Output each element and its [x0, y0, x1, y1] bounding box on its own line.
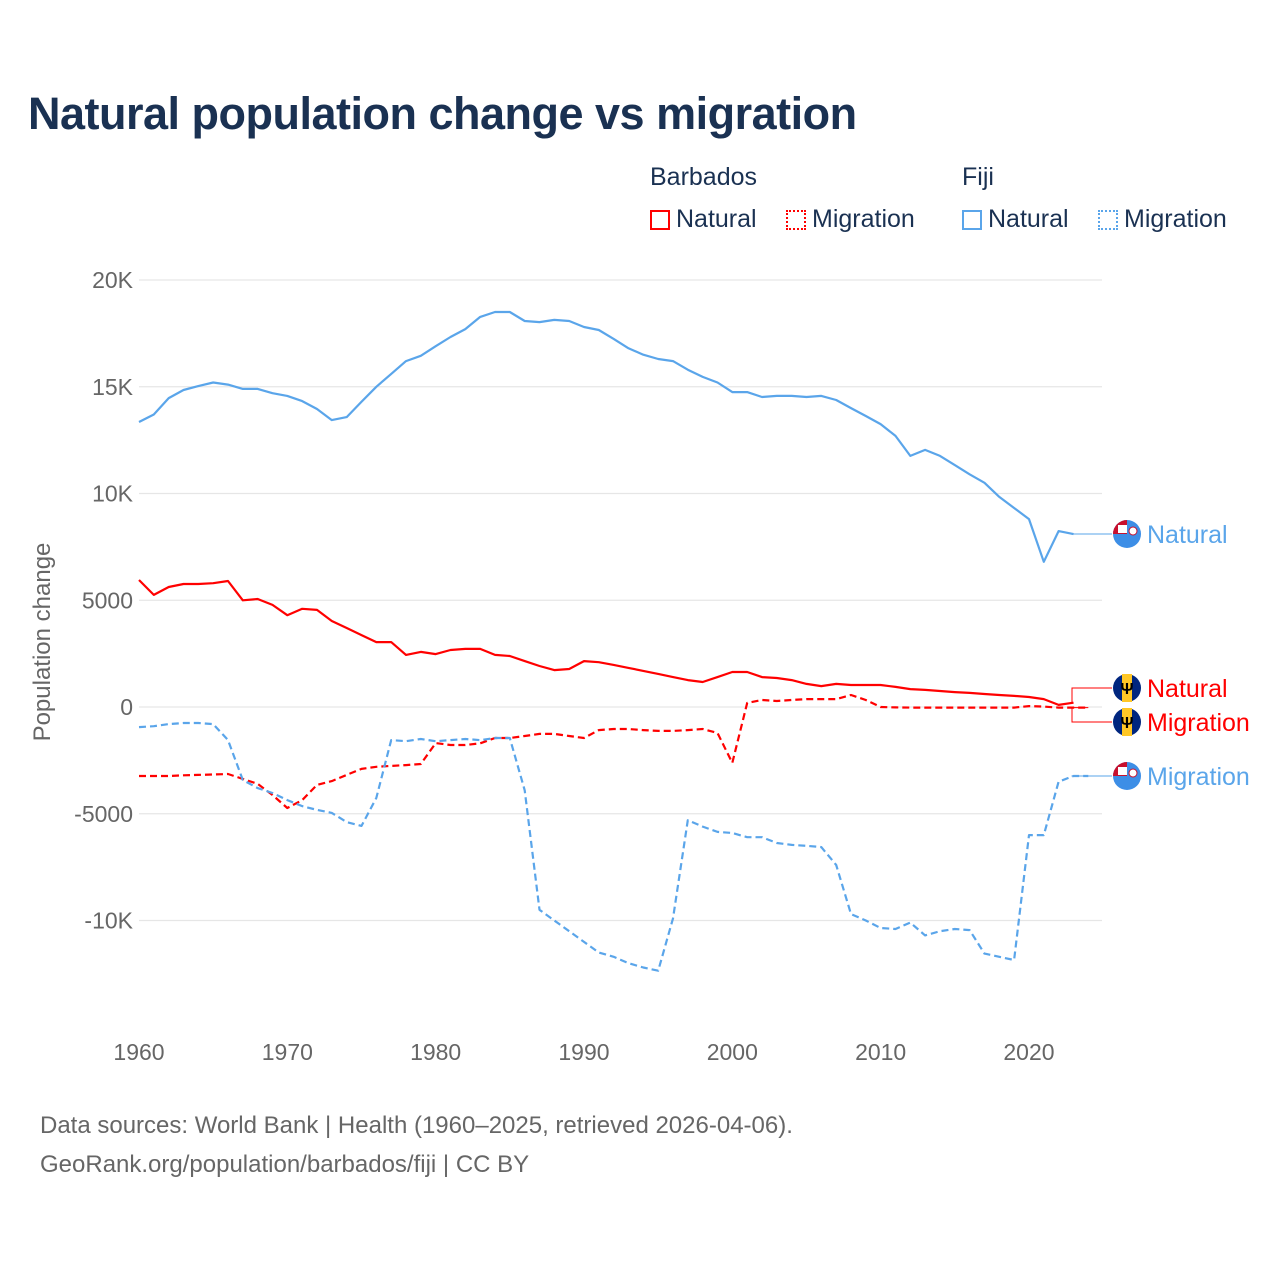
flag-cross — [1118, 525, 1127, 533]
x-tick-label: 1970 — [262, 1039, 313, 1065]
x-tick-label: 1960 — [113, 1039, 164, 1065]
y-tick-label: 10K — [92, 481, 134, 507]
chart-title: Natural population change vs migration — [28, 88, 857, 139]
flag-canton — [1113, 762, 1127, 776]
legend-label: Migration — [1124, 205, 1227, 233]
legend-item-barbados-natural[interactable]: Natural — [650, 205, 757, 234]
flag-background — [1113, 674, 1141, 702]
y-tick-label: 15K — [92, 374, 134, 400]
end-label: Migration — [1147, 763, 1250, 791]
series-line-fiji-natural — [138, 310, 1074, 563]
end-label: Migration — [1147, 709, 1250, 737]
y-tick-label: -10K — [84, 908, 133, 934]
legend-swatch-dotted — [786, 209, 806, 230]
legend-label: Natural — [988, 205, 1069, 233]
x-tick-label: 1980 — [410, 1039, 461, 1065]
barbados-flag-icon: Ψ — [1113, 674, 1141, 702]
x-tick-label: 1990 — [558, 1039, 609, 1065]
legend-label: Natural — [676, 205, 757, 233]
legend-swatch-solid — [650, 209, 670, 230]
end-label: Natural — [1147, 675, 1228, 703]
y-tick-label: 0 — [120, 694, 133, 720]
legend-label: Migration — [812, 205, 915, 233]
series-line-barbados-migration — [139, 693, 1089, 810]
y-tick-label: 5000 — [82, 587, 133, 613]
legend-item-fiji-migration[interactable]: Migration — [1098, 205, 1227, 234]
fiji-flag-icon — [1113, 520, 1141, 548]
flag-background — [1113, 520, 1141, 548]
flag-background — [1113, 762, 1141, 790]
end-label-connector — [1071, 687, 1112, 704]
legend-group-title: Barbados — [650, 163, 758, 191]
series-line-fiji-migration — [138, 721, 1089, 972]
trident-icon: Ψ — [1121, 715, 1134, 732]
trident-icon: Ψ — [1121, 681, 1134, 698]
legend-item-barbados-migration[interactable]: Migration — [786, 205, 915, 234]
barbados-flag-icon: Ψ — [1113, 708, 1141, 736]
flag-gold-band — [1122, 674, 1132, 702]
series-line-barbados-natural — [138, 579, 1074, 707]
flag-shield — [1128, 526, 1138, 536]
x-tick-label: 2000 — [707, 1039, 758, 1065]
legend-swatch-dotted — [1098, 209, 1118, 230]
y-tick-label: -5000 — [74, 801, 133, 827]
y-axis-label: Population change — [29, 543, 56, 742]
flag-gold-band — [1122, 708, 1132, 736]
fiji-flag-icon — [1113, 762, 1141, 790]
legend-item-fiji-natural[interactable]: Natural — [962, 205, 1069, 234]
y-tick-label: 20K — [92, 267, 134, 293]
flag-canton — [1113, 520, 1127, 534]
footer: Data sources: World Bank | Health (1960–… — [40, 1106, 793, 1184]
x-tick-label: 2020 — [1003, 1039, 1054, 1065]
flag-shield — [1128, 768, 1138, 778]
end-label: Natural — [1147, 521, 1228, 549]
end-label-connector — [1071, 707, 1112, 723]
source-link[interactable]: GeoRank.org/population/barbados/fiji | C… — [40, 1151, 530, 1178]
flag-background — [1113, 708, 1141, 736]
data-source-note: Data sources: World Bank | Health (1960–… — [40, 1112, 793, 1139]
legend-swatch-solid — [962, 209, 982, 230]
legend-group-title: Fiji — [962, 163, 994, 191]
x-tick-label: 2010 — [855, 1039, 906, 1065]
flag-cross — [1118, 767, 1127, 775]
